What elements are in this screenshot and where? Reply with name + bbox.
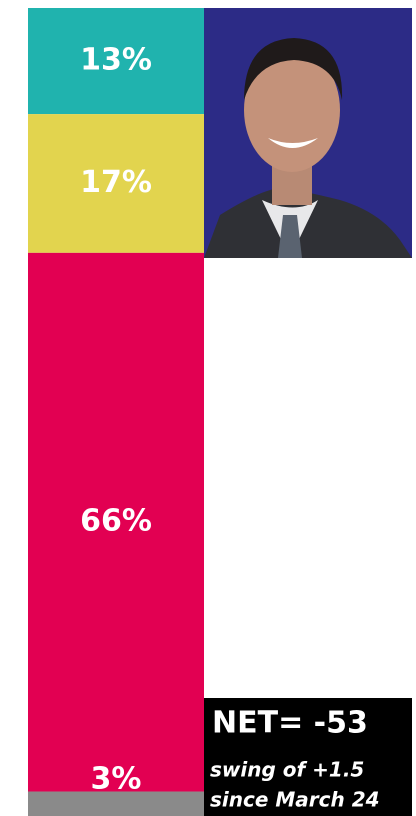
since-label: since March 24 [210, 788, 380, 812]
bar-segment [28, 114, 204, 253]
swing-label: swing of +1.5 [210, 758, 364, 782]
tie [278, 215, 302, 258]
net-box [204, 698, 412, 816]
face [244, 48, 340, 172]
bar-segment [28, 8, 204, 115]
portrait [204, 8, 412, 258]
segment-label: 17% [80, 165, 152, 200]
suit [204, 188, 412, 258]
segment-label: 66% [80, 504, 152, 539]
smile [268, 138, 318, 148]
segment-label: 3% [91, 762, 142, 797]
net-label: NET= -53 [212, 706, 368, 741]
bar-segment [28, 252, 204, 792]
hair [244, 38, 343, 100]
bar-segment [28, 791, 204, 816]
segment-label: 13% [80, 43, 152, 78]
